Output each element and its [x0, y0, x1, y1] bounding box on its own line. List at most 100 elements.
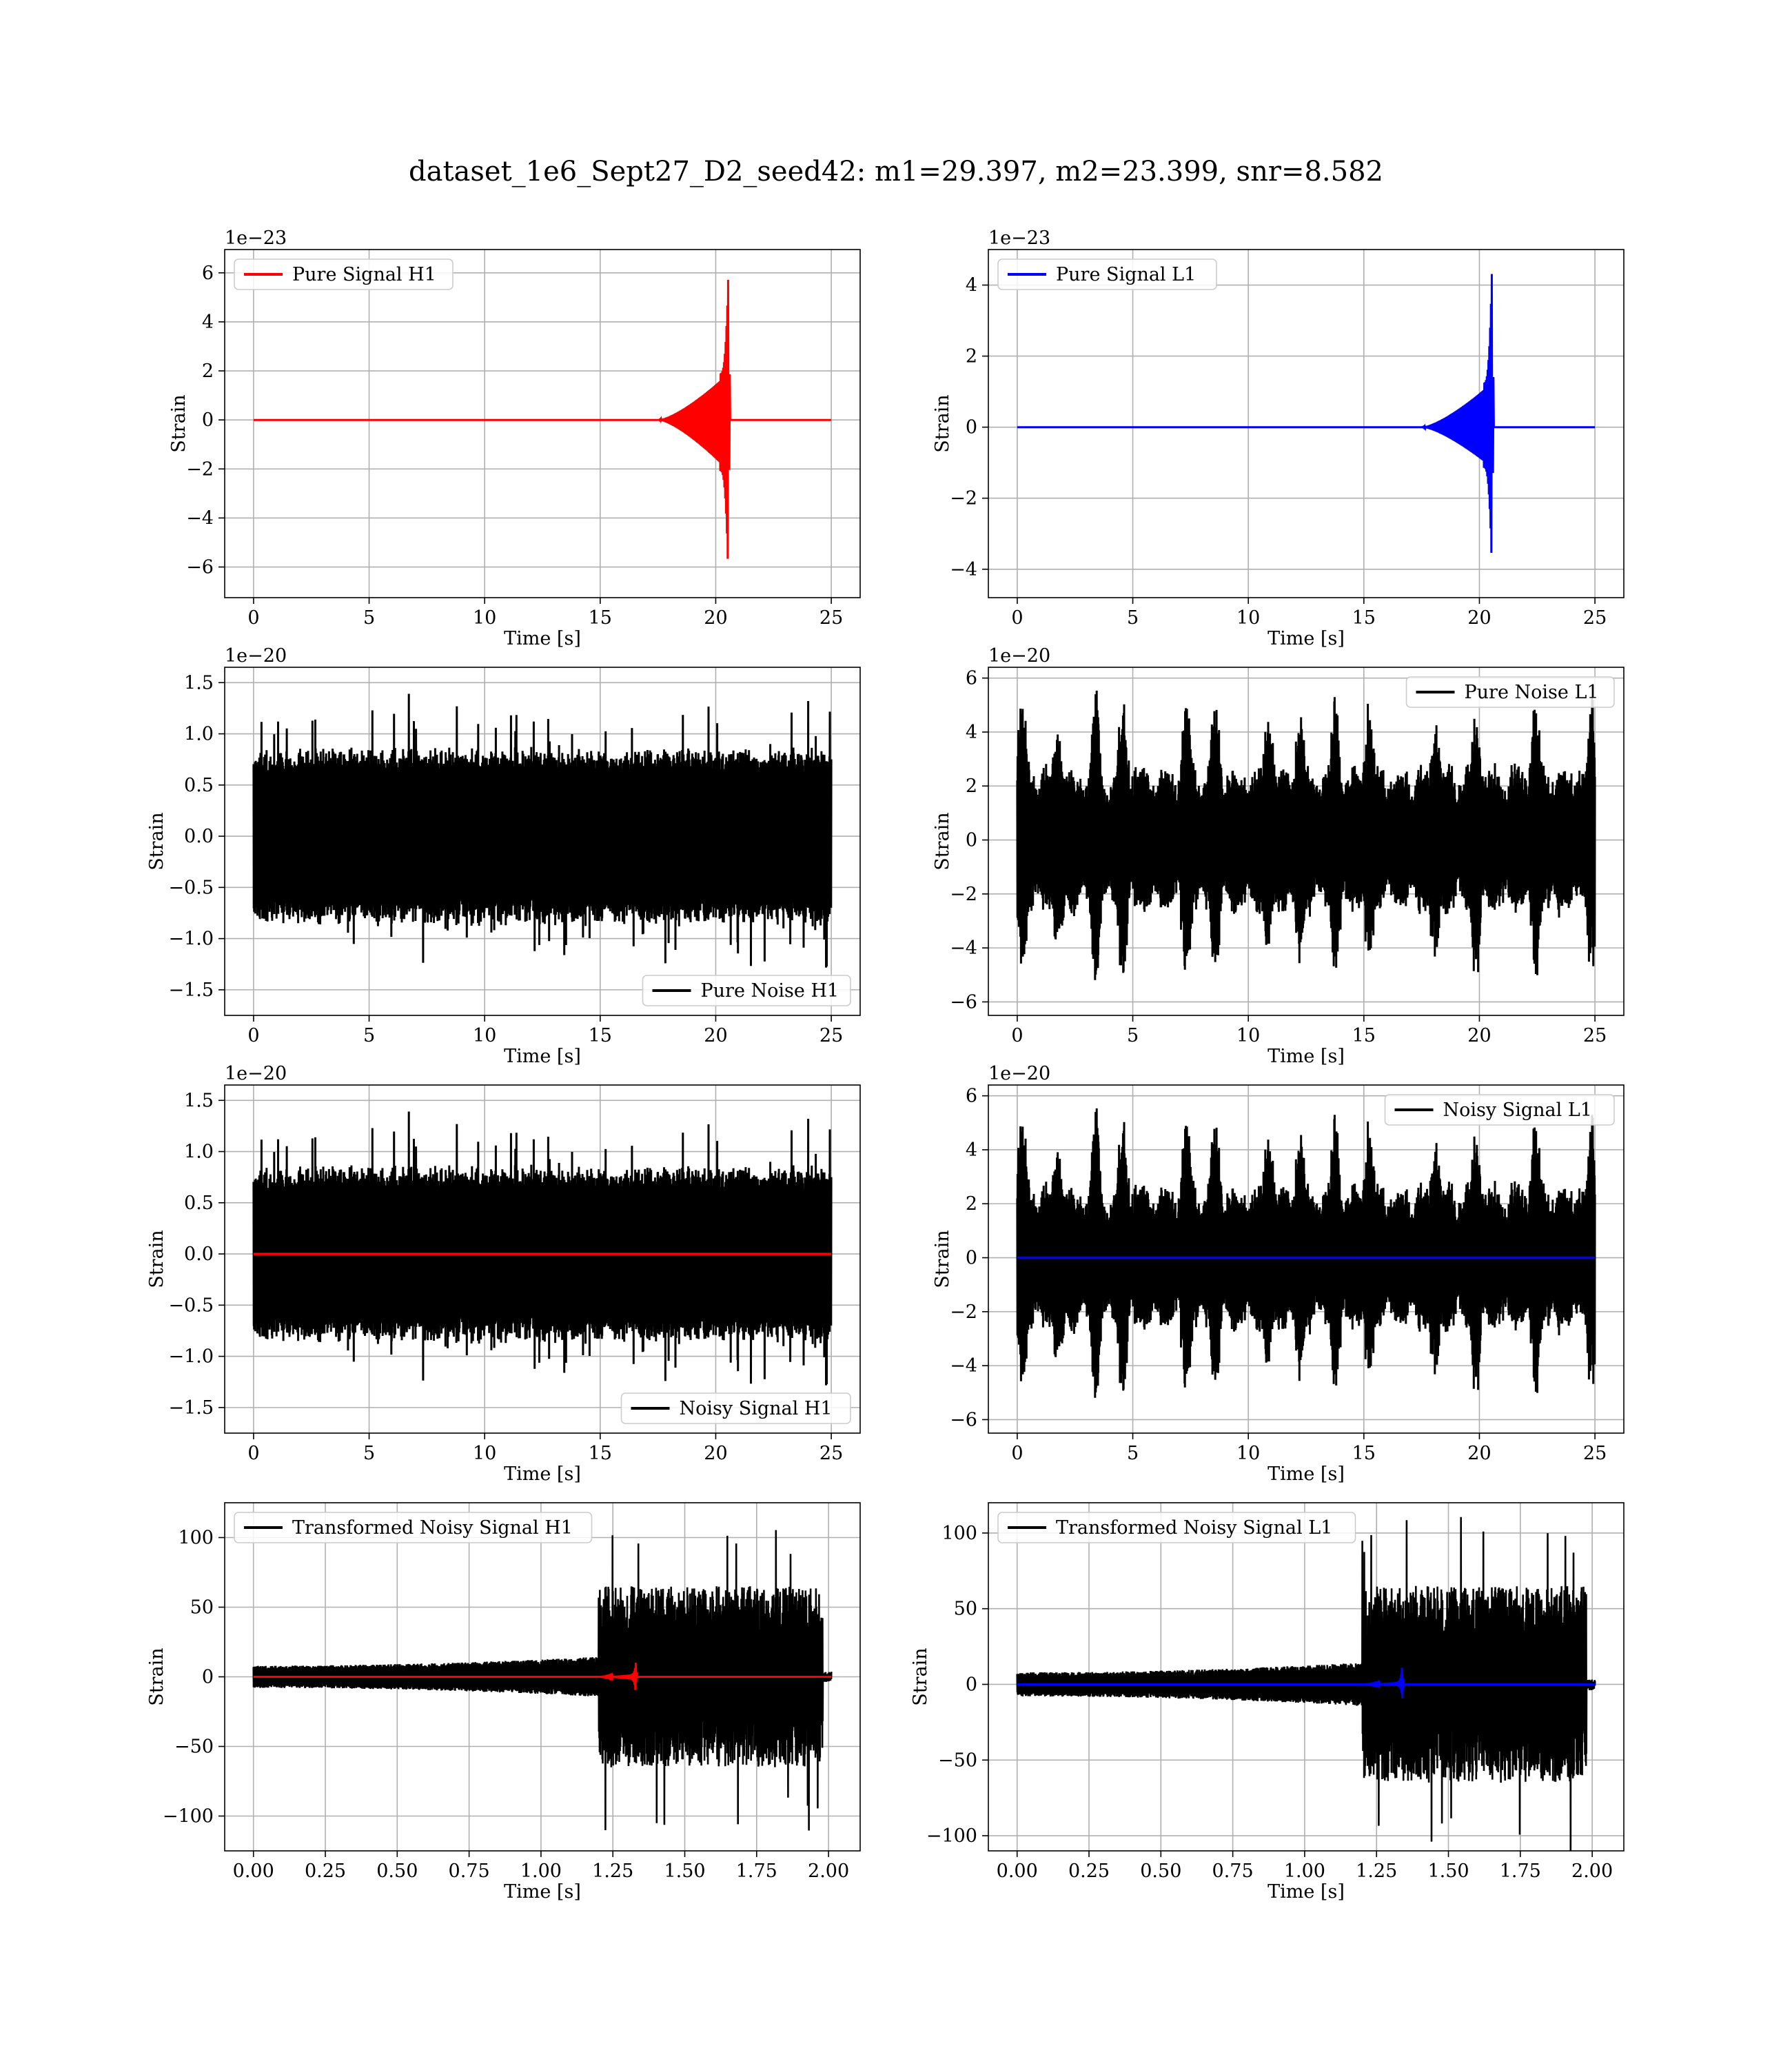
- series-line: [253, 1663, 832, 1690]
- series-line: [252, 1530, 833, 1831]
- y-tick-label: 0: [966, 1674, 977, 1695]
- x-tick-label: 1.75: [736, 1861, 777, 1882]
- offset-text: 1e−23: [988, 227, 1050, 249]
- plot-area: [252, 693, 833, 968]
- x-tick-label: 20: [1467, 1443, 1491, 1464]
- x-axis-label: Time [s]: [504, 628, 581, 649]
- x-tick-label: 5: [363, 1443, 375, 1464]
- x-tick-label: 10: [1236, 1443, 1260, 1464]
- y-tick-label: −1.5: [168, 1397, 214, 1419]
- y-tick-label: −2: [950, 1301, 977, 1323]
- x-tick-label: 1.50: [664, 1861, 705, 1882]
- x-tick-label: 0.00: [233, 1861, 274, 1882]
- legend-box: [234, 1512, 593, 1543]
- y-axis-label: Strain: [146, 1648, 167, 1705]
- x-axis-label: Time [s]: [504, 1881, 581, 1903]
- legend-label: Noisy Signal L1: [1443, 1099, 1592, 1121]
- x-tick-label: 1.25: [1356, 1861, 1397, 1882]
- legend-label: Pure Signal H1: [292, 264, 436, 285]
- legend-box: [620, 1392, 851, 1424]
- y-tick-label: 6: [966, 1086, 977, 1107]
- y-tick-label: 50: [190, 1597, 214, 1619]
- y-axis-label: Strain: [146, 812, 167, 870]
- series-line: [1017, 274, 1596, 554]
- x-tick-label: 1.00: [1284, 1861, 1325, 1882]
- y-tick-label: −1.5: [168, 980, 214, 1001]
- legend-box: [997, 1512, 1356, 1543]
- grid: [225, 250, 860, 598]
- legend-label: Noisy Signal H1: [680, 1398, 833, 1419]
- x-tick-label: 5: [1127, 1443, 1139, 1464]
- y-tick-label: 6: [966, 668, 977, 689]
- legend: Noisy Signal H1: [620, 1392, 851, 1424]
- x-axis-label: Time [s]: [1267, 1463, 1345, 1485]
- series-line: [253, 279, 832, 559]
- offset-text: 1e−20: [988, 645, 1050, 667]
- y-tick-label: −0.5: [168, 1295, 214, 1316]
- y-tick-label: −100: [926, 1825, 977, 1847]
- plot-area: [253, 279, 832, 559]
- legend: Pure Signal H1: [234, 258, 454, 290]
- x-tick-label: 25: [819, 1443, 843, 1464]
- legend-box: [997, 258, 1217, 290]
- y-tick-label: −6: [950, 1409, 977, 1430]
- x-axis-label: Time [s]: [504, 1046, 581, 1067]
- series-line: [1016, 1517, 1596, 1851]
- x-tick-label: 15: [589, 1025, 612, 1046]
- subplot-3: 0 5 10 15 20 25 −1.5 −1.0 −0.5 0.0 0.5 1.0 1.5 Time […: [146, 645, 861, 1067]
- x-tick-label: 0: [247, 1443, 259, 1464]
- x-tick-label: 0.00: [997, 1861, 1038, 1882]
- x-tick-label: 10: [473, 1025, 496, 1046]
- x-tick-label: 0.75: [1212, 1861, 1254, 1882]
- x-tick-label: 20: [1467, 1025, 1491, 1046]
- legend: Pure Noise L1: [1405, 676, 1615, 708]
- y-axis-label: Strain: [932, 1230, 953, 1288]
- figure-title: dataset_1e6_Sept27_D2_seed42: m1=29.397,…: [409, 156, 1383, 187]
- y-tick-label: 1.5: [184, 1090, 214, 1111]
- grid: [988, 250, 1624, 598]
- y-tick-label: 0: [966, 830, 977, 851]
- x-tick-label: 15: [1352, 1443, 1376, 1464]
- plot-area: [252, 1111, 833, 1386]
- legend: Pure Noise H1: [642, 975, 851, 1006]
- axes-frame: [224, 249, 861, 598]
- y-tick-label: −4: [950, 937, 977, 959]
- series-line: [1016, 690, 1596, 980]
- x-tick-label: 0.25: [1068, 1861, 1110, 1882]
- y-tick-label: 4: [966, 1139, 977, 1161]
- plot-area: [252, 1530, 833, 1831]
- y-tick-label: −50: [938, 1750, 977, 1771]
- y-tick-label: 0: [202, 409, 214, 431]
- legend-box: [1405, 676, 1615, 708]
- y-tick-label: 1.0: [184, 1142, 214, 1163]
- x-axis-label: Time [s]: [504, 1463, 581, 1485]
- x-tick-label: 10: [473, 607, 496, 629]
- y-tick-label: 1.5: [184, 672, 214, 693]
- y-tick-label: 0.5: [184, 775, 214, 796]
- y-tick-label: 4: [202, 312, 214, 333]
- y-tick-label: 50: [954, 1599, 977, 1620]
- y-tick-label: −4: [186, 507, 214, 529]
- x-tick-label: 0.25: [305, 1861, 346, 1882]
- x-tick-label: 0.50: [1140, 1861, 1181, 1882]
- legend-box: [1384, 1094, 1615, 1126]
- series-line: [1016, 1108, 1596, 1398]
- legend: Pure Signal L1: [997, 258, 1217, 290]
- y-tick-label: 6: [202, 263, 214, 284]
- x-tick-label: 20: [1467, 607, 1491, 629]
- y-tick-label: −6: [950, 991, 977, 1013]
- y-axis-label: Strain: [910, 1648, 931, 1705]
- x-tick-label: 15: [1352, 1025, 1376, 1046]
- axes-frame: [988, 1502, 1625, 1852]
- y-tick-label: −4: [950, 1355, 977, 1377]
- x-tick-label: 10: [1236, 607, 1260, 629]
- y-tick-label: 0.0: [184, 1244, 214, 1265]
- legend-label: Pure Signal L1: [1056, 264, 1196, 285]
- x-tick-label: 25: [819, 1025, 843, 1046]
- y-tick-label: 4: [966, 275, 977, 296]
- y-axis-label: Strain: [932, 394, 953, 452]
- legend-label: Pure Noise L1: [1465, 682, 1599, 703]
- x-tick-label: 15: [1352, 607, 1376, 629]
- x-tick-label: 0.50: [376, 1861, 418, 1882]
